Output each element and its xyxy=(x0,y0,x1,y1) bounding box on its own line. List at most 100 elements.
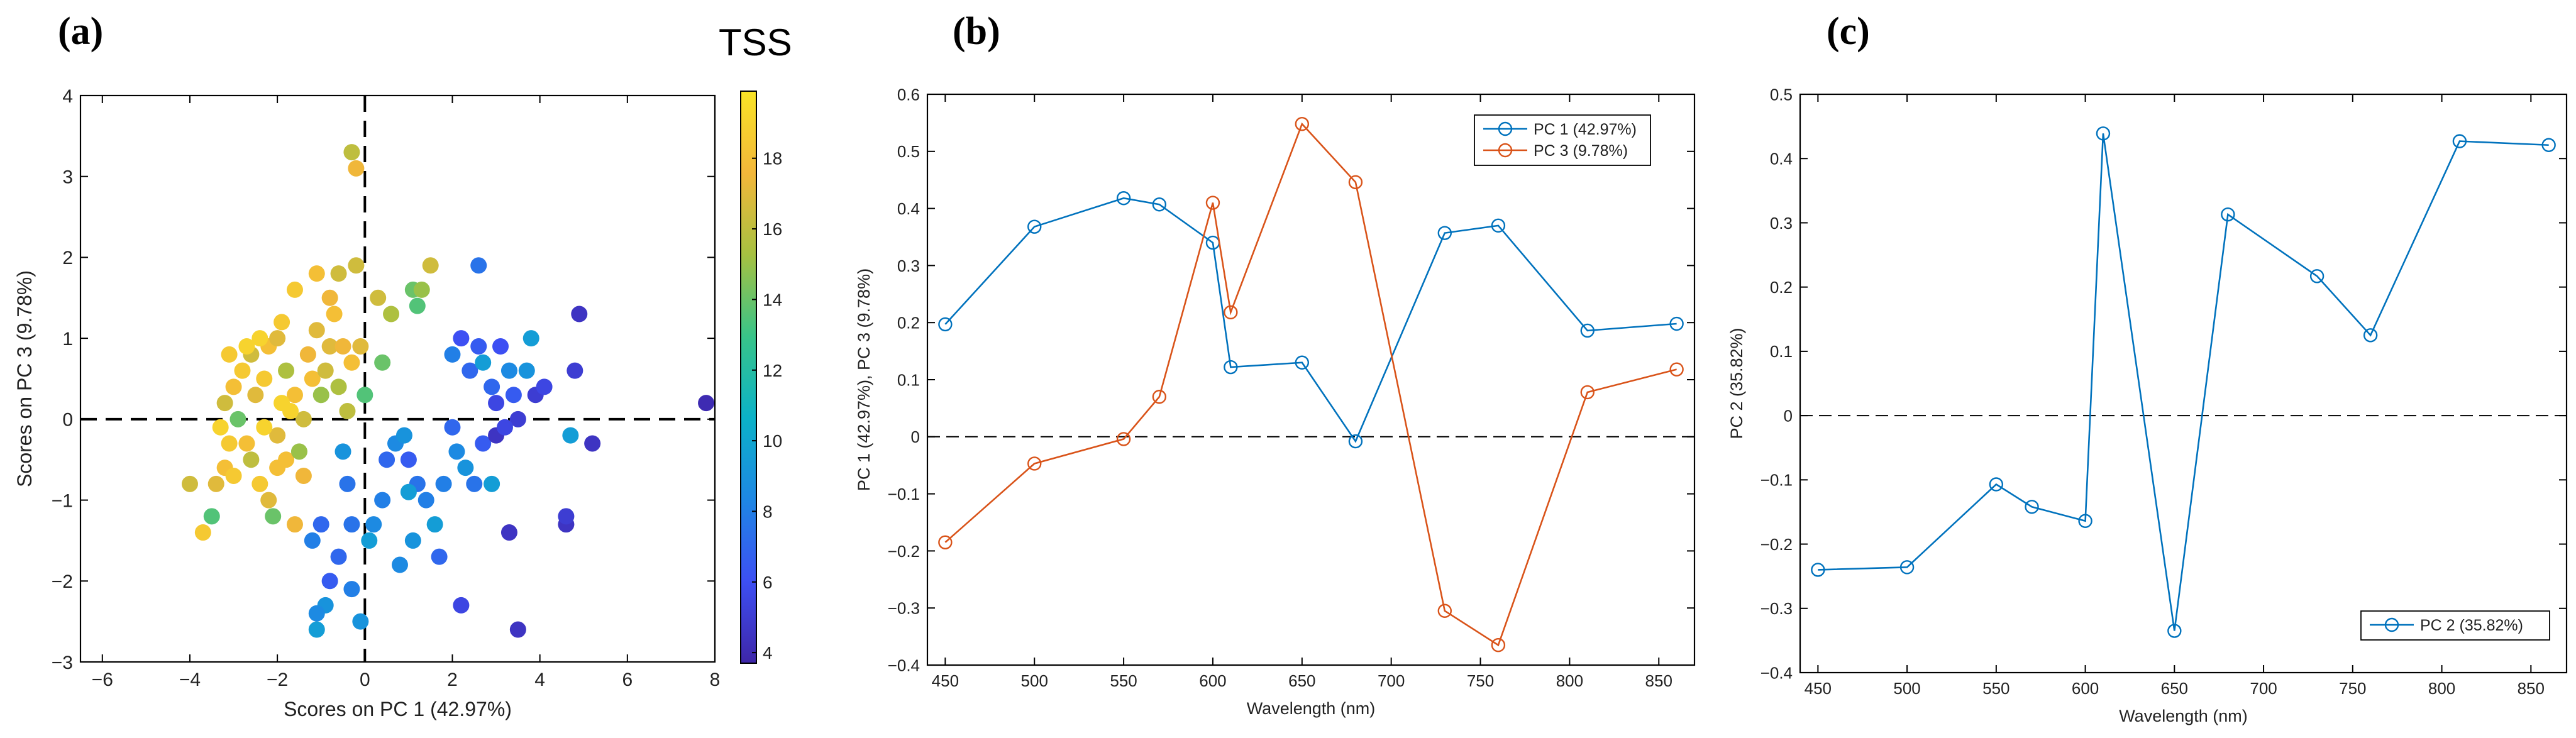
panel-a-xtick-label: 8 xyxy=(710,669,721,690)
scatter-point xyxy=(256,419,273,436)
scatter-point xyxy=(453,597,470,614)
panel-b-line-chart: 450 500 550 600 650 700 750 800 850 −0.4 −0.3 −0.2 −… xyxy=(854,85,1696,718)
panel-a-ytick-label: −3 xyxy=(52,653,73,673)
scatter-point xyxy=(194,524,211,541)
panel-c-series-1-marker xyxy=(1811,563,1825,577)
panel-b-xtick-label: 450 xyxy=(932,671,959,690)
scatter-point xyxy=(379,451,395,468)
panel-c-series-1-marker xyxy=(2309,269,2324,284)
scatter-point xyxy=(352,338,369,355)
scatter-point xyxy=(238,435,255,452)
panel-b-series-1-marker xyxy=(938,317,953,332)
scatter-point xyxy=(488,395,505,412)
scatter-point xyxy=(509,621,526,638)
panel-b-xtick-label: 800 xyxy=(1556,671,1583,690)
panel-c-series-1-marker xyxy=(1899,560,1915,575)
scatter-point xyxy=(453,330,470,347)
panel-c-ytick-label: −0.2 xyxy=(1761,535,1793,554)
scatter-point xyxy=(334,338,351,355)
colorbar-tick-label: 6 xyxy=(763,573,773,592)
scatter-point xyxy=(321,573,338,590)
scatter-point xyxy=(312,387,329,404)
panel-b-ytick-label: −0.3 xyxy=(888,599,920,618)
scatter-point xyxy=(698,395,715,412)
panel-b-ytick-label: 0.6 xyxy=(897,85,920,104)
panel-c-series-1-marker xyxy=(2078,514,2092,528)
panel-c-xtick-label: 550 xyxy=(1982,679,2009,698)
scatter-point xyxy=(448,443,465,460)
scatter-point xyxy=(269,427,286,444)
scatter-point xyxy=(558,508,575,525)
scatter-point xyxy=(243,451,260,468)
panel-c-series-1-marker xyxy=(2541,138,2556,152)
panel-b-series-1-marker xyxy=(1116,191,1131,206)
panel-a-xtick-label: −4 xyxy=(179,669,201,690)
scatter-point xyxy=(269,330,286,347)
panel-a-xtick-label: 2 xyxy=(447,669,458,690)
scatter-point xyxy=(352,613,369,630)
panel-b-ytick-label: 0.2 xyxy=(897,314,920,333)
scatter-point xyxy=(321,289,338,306)
panel-c-series-1-marker xyxy=(2452,134,2467,148)
panel-a-xtick-label: 4 xyxy=(534,669,545,690)
scatter-point xyxy=(207,475,224,492)
panel-a-letter: (a) xyxy=(58,10,103,53)
panel-b-series-2-marker xyxy=(1205,196,1220,210)
scatter-point xyxy=(304,370,321,387)
colorbar-tick-label: 12 xyxy=(763,361,782,380)
scatter-point xyxy=(308,605,325,622)
panel-b-series-2-marker xyxy=(938,535,953,549)
panel-b-xtick-label: 550 xyxy=(1110,671,1137,690)
panel-c-ytick-label: 0 xyxy=(1784,406,1793,425)
panel-b-xtick-label: 700 xyxy=(1378,671,1405,690)
scatter-point xyxy=(361,532,378,549)
scatter-point xyxy=(274,395,290,412)
panel-c-ytick-label: 0.4 xyxy=(1770,150,1793,168)
scatter-point xyxy=(308,322,325,339)
panel-c-series-1-marker xyxy=(1989,477,2004,492)
panel-b-ytick-label: 0.5 xyxy=(897,142,920,161)
panel-b-xtick-label: 600 xyxy=(1199,671,1226,690)
scatter-point xyxy=(391,556,408,573)
panel-b-series-2-marker xyxy=(1116,432,1131,446)
panel-c-xtick-label: 700 xyxy=(2250,679,2277,698)
panel-a-ytick-label: 3 xyxy=(62,167,73,188)
scatter-point xyxy=(435,475,452,492)
panel-c-y-axis-label: PC 2 (35.82%) xyxy=(1727,328,1746,439)
panel-b-xtick-label: 850 xyxy=(1645,671,1672,690)
panel-b-ytick-label: −0.2 xyxy=(888,542,920,561)
scatter-point xyxy=(500,524,517,541)
scatter-point xyxy=(295,410,312,427)
scatter-point xyxy=(484,378,500,395)
scatter-point xyxy=(339,475,356,492)
scatter-point xyxy=(470,338,487,355)
panel-b-series-1-marker xyxy=(1224,360,1238,375)
colorbar-tick-label: 14 xyxy=(763,290,782,309)
scatter-point xyxy=(286,281,303,298)
scatter-point xyxy=(505,387,522,404)
panel-b-series-2-marker xyxy=(1669,362,1684,377)
scatter-point xyxy=(330,265,347,282)
scatter-point xyxy=(326,306,343,322)
scatter-point xyxy=(444,419,461,436)
scatter-point xyxy=(278,451,295,468)
scatter-point xyxy=(274,314,290,331)
scatter-point xyxy=(343,144,360,161)
scatter-point xyxy=(343,354,360,371)
panel-b-series-line-2 xyxy=(944,122,1677,647)
panel-b-ytick-label: −0.4 xyxy=(888,656,920,675)
scatter-point xyxy=(286,516,303,533)
panel-b-series-1-marker xyxy=(1348,434,1363,449)
panel-c-legend: PC 2 (35.82%) xyxy=(2360,610,2550,641)
scatter-point xyxy=(225,378,242,395)
panel-c-ytick-label: −0.3 xyxy=(1761,599,1793,618)
scatter-point xyxy=(330,378,347,395)
scatter-point xyxy=(496,419,513,436)
scatter-point xyxy=(475,435,492,452)
scatter-point xyxy=(400,451,417,468)
scatter-point xyxy=(252,475,268,492)
scatter-point xyxy=(304,532,321,549)
panel-b-plot-area xyxy=(927,94,1694,665)
scatter-point xyxy=(500,362,517,379)
panel-b-series-2-marker xyxy=(1491,638,1506,653)
